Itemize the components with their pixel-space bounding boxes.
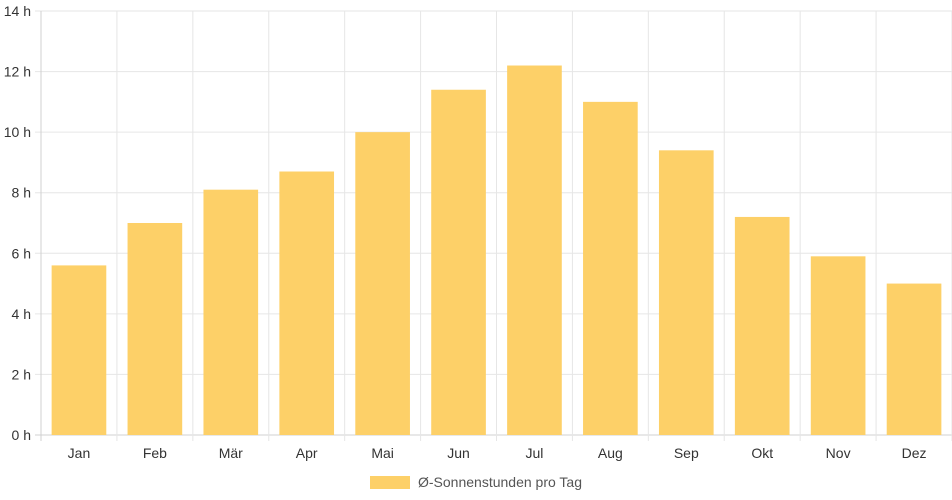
bar-Feb[interactable] bbox=[127, 223, 183, 435]
bar-Jan[interactable] bbox=[51, 265, 107, 435]
y-tick-label: 6 h bbox=[12, 245, 31, 261]
x-tick-label: Feb bbox=[143, 445, 167, 461]
x-tick-label: Jun bbox=[447, 445, 470, 461]
bar-Okt[interactable] bbox=[734, 216, 790, 435]
x-tick-label: Okt bbox=[751, 445, 773, 461]
x-tick-label: Jul bbox=[526, 445, 544, 461]
legend[interactable]: Ø-Sonnenstunden pro Tag bbox=[0, 470, 952, 494]
bar-Mär[interactable] bbox=[203, 189, 259, 435]
x-tick-label: Jan bbox=[68, 445, 91, 461]
x-tick-label: Dez bbox=[902, 445, 927, 461]
x-tick-label: Mai bbox=[371, 445, 394, 461]
y-tick-label: 0 h bbox=[12, 427, 31, 443]
bar-Sep[interactable] bbox=[658, 150, 714, 436]
x-tick-label: Nov bbox=[826, 445, 851, 461]
x-tick-label: Mär bbox=[219, 445, 243, 461]
bar-series bbox=[51, 65, 942, 436]
y-tick-label: 12 h bbox=[4, 64, 31, 80]
y-tick-label: 2 h bbox=[12, 366, 31, 382]
y-tick-label: 14 h bbox=[4, 3, 31, 19]
grid-lines bbox=[35, 10, 952, 441]
bar-Apr[interactable] bbox=[279, 171, 335, 435]
y-tick-label: 8 h bbox=[12, 185, 31, 201]
bar-Aug[interactable] bbox=[583, 101, 638, 435]
bar-Jul[interactable] bbox=[507, 65, 562, 435]
bar-Jun[interactable] bbox=[431, 89, 486, 435]
bar-Nov[interactable] bbox=[810, 256, 866, 435]
y-tick-label: 4 h bbox=[12, 306, 31, 322]
x-tick-label: Apr bbox=[296, 445, 318, 461]
y-axis: 0 h 2 h 4 h 6 h 8 h 10 h 12 h 14 h bbox=[4, 3, 31, 443]
y-tick-label: 10 h bbox=[4, 124, 31, 140]
x-tick-label: Sep bbox=[674, 445, 699, 461]
x-tick-label: Aug bbox=[598, 445, 623, 461]
legend-swatch[interactable] bbox=[370, 475, 410, 489]
bar-Mai[interactable] bbox=[355, 132, 410, 435]
legend-label[interactable]: Ø-Sonnenstunden pro Tag bbox=[418, 474, 582, 490]
x-axis: Jan Feb Mär Apr Mai Jun Jul Aug Sep Okt Nov Dez bbox=[68, 445, 927, 461]
bar-Dez[interactable] bbox=[886, 283, 942, 435]
